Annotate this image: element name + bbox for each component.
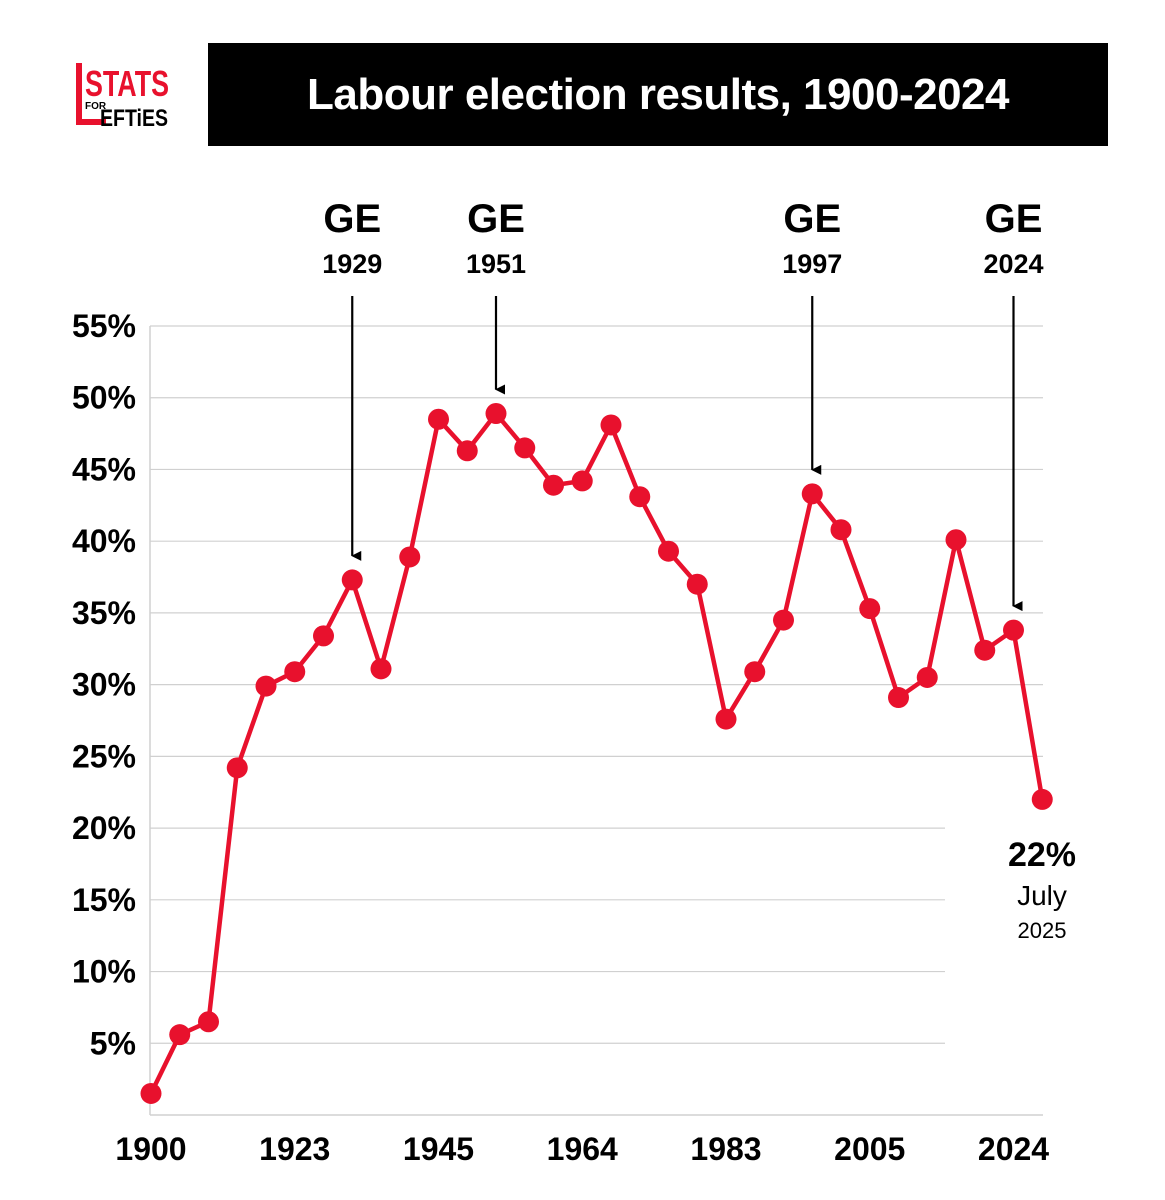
title-bar: Labour election results, 1900-2024	[208, 43, 1108, 146]
data-point	[744, 661, 766, 683]
grid-lines	[150, 325, 1043, 1044]
annotation-year: 1997	[782, 249, 842, 279]
data-point	[370, 658, 392, 680]
y-tick-label: 50%	[72, 380, 136, 416]
final-year-label: 2025	[1018, 918, 1067, 943]
data-point	[255, 675, 277, 697]
data-point	[715, 708, 737, 730]
data-point	[773, 609, 794, 631]
data-point	[140, 1082, 162, 1104]
data-point	[974, 639, 996, 661]
annotation-ge-1951: GE 1951	[466, 197, 526, 395]
data-point	[456, 440, 478, 462]
data-point	[1031, 788, 1053, 810]
axes	[149, 326, 1043, 1116]
data-point	[629, 486, 651, 508]
final-value-label: 22%	[1008, 836, 1076, 874]
data-point	[859, 598, 881, 620]
x-tick-label: 2005	[834, 1131, 905, 1167]
series	[140, 403, 1053, 1104]
y-tick-label: 15%	[72, 882, 136, 918]
data-point	[169, 1024, 191, 1046]
annotations: GE 1929 GE 1951 GE 1997 GE 2024	[322, 197, 1044, 612]
y-tick-label: 25%	[72, 738, 136, 774]
data-point	[428, 408, 449, 430]
x-tick-label: 1900	[115, 1131, 186, 1167]
annotation-label: GE	[323, 197, 381, 241]
annotation-ge-1997: GE 1997	[782, 197, 842, 475]
data-point	[888, 687, 909, 709]
final-month-label: July	[1017, 880, 1067, 911]
annotation-label: GE	[467, 197, 525, 241]
data-point	[341, 569, 363, 591]
x-tick-label: 1923	[259, 1131, 330, 1167]
y-tick-label: 20%	[72, 810, 136, 846]
data-point	[801, 483, 823, 505]
data-point	[571, 470, 593, 492]
x-tick-label: 1945	[403, 1131, 474, 1167]
logo-top-text: STATS	[85, 63, 169, 104]
y-tick-label: 5%	[90, 1025, 136, 1061]
y-tick-label: 30%	[72, 667, 136, 703]
data-point	[830, 519, 852, 541]
annotation-label: GE	[783, 197, 841, 241]
data-point	[686, 573, 708, 595]
data-point	[485, 403, 507, 425]
annotation-ge-2024: GE 2024	[983, 197, 1044, 612]
tick-labels: 5% 10% 15% 20% 25% 30% 35% 40% 45% 50% 55% 1900 1923…	[72, 308, 1049, 1167]
y-tick-label: 40%	[72, 523, 136, 559]
annotation-year: 2024	[983, 249, 1043, 279]
data-point	[1003, 619, 1024, 641]
y-tick-label: 45%	[72, 451, 136, 487]
logo-small-text: FOR	[85, 101, 107, 112]
y-tick-label: 10%	[72, 954, 136, 990]
annotation-ge-1929: GE 1929	[322, 197, 382, 561]
data-point	[916, 666, 938, 688]
data-point	[514, 437, 536, 459]
annotation-label: GE	[985, 197, 1043, 241]
x-tick-label: 1964	[547, 1131, 618, 1167]
data-point	[284, 661, 306, 683]
logo-bottom-text: EFTiES	[100, 105, 168, 130]
annotation-year: 1951	[466, 249, 526, 279]
annotation-year: 1929	[322, 249, 382, 279]
data-point	[399, 546, 421, 568]
data-point	[658, 540, 679, 562]
data-point	[226, 757, 248, 779]
series-line	[148, 411, 1045, 1095]
stats-for-lefties-logo: STATS FOR EFTiES	[72, 60, 172, 132]
y-tick-label: 35%	[72, 595, 136, 631]
data-point	[313, 625, 334, 647]
final-label: 22% July 2025	[1008, 836, 1076, 943]
data-point	[945, 529, 967, 551]
data-point	[198, 1011, 219, 1033]
x-tick-label: 2024	[978, 1131, 1049, 1167]
x-tick-label: 1983	[690, 1131, 761, 1167]
chart-title: Labour election results, 1900-2024	[307, 69, 1009, 119]
y-tick-label: 55%	[72, 308, 136, 344]
data-point	[600, 414, 622, 436]
data-point	[543, 474, 564, 496]
